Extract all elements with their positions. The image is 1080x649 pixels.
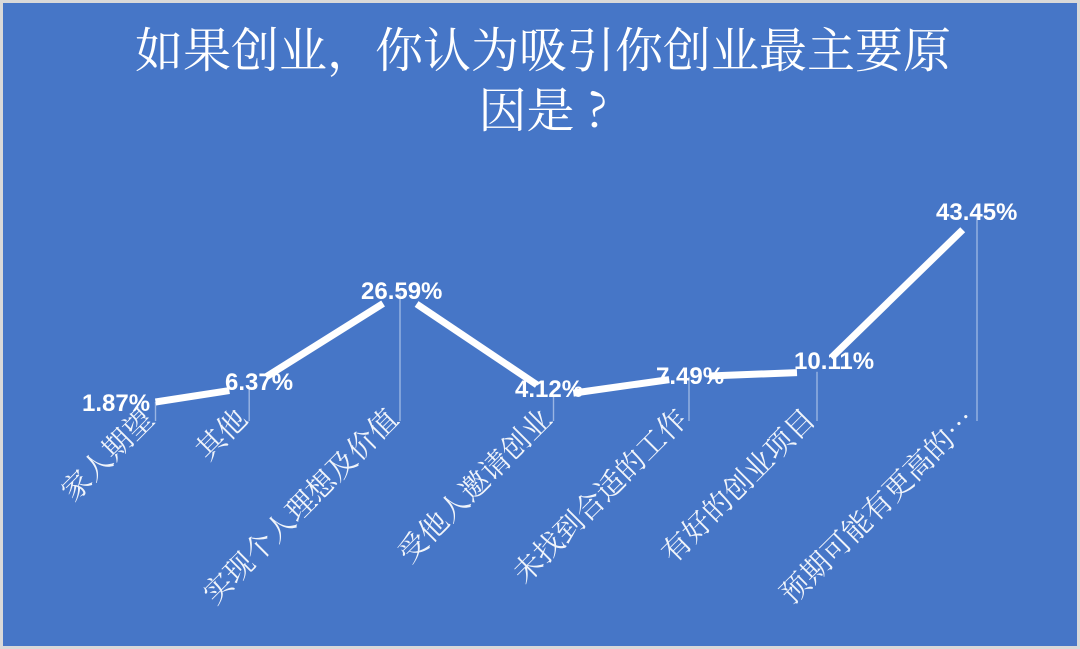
svg-text:4.12%: 4.12% <box>515 376 583 403</box>
svg-text:26.59%: 26.59% <box>361 278 442 305</box>
svg-text:7.49%: 7.49% <box>656 363 724 390</box>
svg-text:43.45%: 43.45% <box>936 199 1017 226</box>
svg-text:其他: 其他 <box>186 398 256 468</box>
svg-text:6.37%: 6.37% <box>225 369 293 396</box>
svg-text:10.11%: 10.11% <box>794 348 874 375</box>
